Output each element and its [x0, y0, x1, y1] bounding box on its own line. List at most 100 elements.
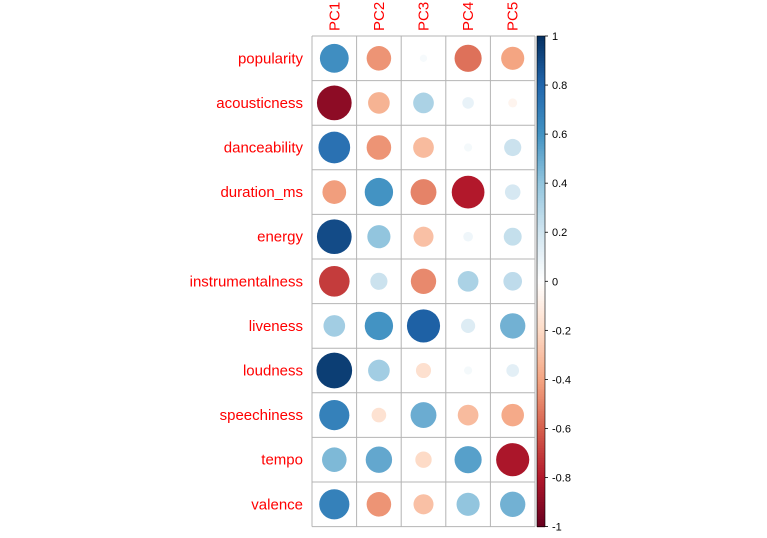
colorbar-segment	[537, 222, 545, 226]
colorbar-segment	[537, 276, 545, 280]
column-label: PC3	[416, 2, 433, 31]
circle-popularity-PC4	[454, 44, 482, 72]
colorbar-segment	[537, 381, 545, 385]
colorbar-segment	[537, 146, 545, 150]
colorbar-segment	[537, 124, 545, 128]
colorbar-segment	[537, 389, 545, 393]
colorbar-segment	[537, 134, 545, 138]
colorbar-segment	[537, 296, 545, 300]
colorbar-segment	[537, 156, 545, 160]
circle-valence-PC3	[413, 494, 434, 515]
colorbar-segment	[537, 489, 545, 493]
colorbar-segment	[537, 104, 545, 108]
colorbar-segment	[537, 112, 545, 116]
colorbar-segment	[537, 342, 545, 346]
circle-duration_ms-PC1	[322, 180, 347, 204]
colorbar-segment	[537, 224, 545, 228]
colorbar-segment	[537, 82, 545, 86]
circle-valence-PC1	[319, 489, 350, 520]
circle-acousticness-PC1	[316, 85, 352, 121]
colorbar-segment	[537, 87, 545, 91]
correlation-circles	[316, 43, 530, 520]
colorbar-segment	[537, 219, 545, 224]
colorbar-segment	[537, 325, 545, 329]
colorbar-segment	[537, 72, 545, 76]
colorbar-segment	[537, 445, 545, 449]
column-label: PC4	[460, 2, 477, 31]
circle-instrumentalness-PC1	[318, 265, 350, 297]
circle-acousticness-PC3	[413, 92, 434, 114]
colorbar-segment	[537, 423, 545, 427]
circle-instrumentalness-PC2	[370, 272, 388, 290]
colorbar-segment	[537, 421, 545, 425]
row-label: valence	[251, 496, 303, 513]
colorbar-segment	[537, 269, 545, 273]
circle-duration_ms-PC2	[364, 177, 394, 207]
colorbar-tick-label: 0.8	[552, 80, 567, 92]
circle-popularity-PC5	[501, 46, 525, 70]
colorbar-tick-label: -0.6	[552, 423, 571, 435]
colorbar-segment	[537, 308, 545, 312]
colorbar-segment	[537, 153, 545, 157]
colorbar-segment	[537, 48, 545, 52]
colorbar-segment	[537, 413, 545, 417]
colorbar-segment	[537, 369, 545, 373]
colorbar-tick-label: -0.8	[552, 473, 571, 485]
colorbar-segment	[537, 323, 545, 327]
row-label: duration_ms	[220, 184, 303, 201]
colorbar-segment	[537, 509, 545, 513]
colorbar-segment	[537, 438, 545, 442]
colorbar-segment	[537, 519, 545, 523]
colorbar-segment	[537, 352, 545, 356]
colorbar-segment	[537, 332, 545, 336]
colorbar-tick-label: -0.4	[552, 374, 571, 386]
colorbar-tick-label: 0.4	[552, 178, 567, 190]
colorbar-segment	[537, 45, 545, 49]
colorbar-segment	[537, 94, 545, 98]
colorbar-segment	[537, 372, 545, 376]
colorbar-segment	[537, 67, 545, 71]
colorbar-segment	[537, 315, 545, 319]
colorbar-segment	[537, 234, 545, 238]
column-labels: PC1 PC2 PC3 PC4 PC5	[326, 2, 521, 31]
colorbar-segment	[537, 337, 545, 341]
colorbar-segment	[537, 210, 545, 214]
colorbar-segment	[537, 121, 545, 125]
colorbar-segment	[537, 207, 545, 211]
colorbar-segment	[537, 215, 545, 219]
circle-speechiness-PC2	[371, 407, 387, 423]
colorbar-segment	[537, 239, 545, 243]
colorbar-segment	[537, 178, 545, 182]
colorbar-segment	[537, 36, 545, 40]
colorbar: 1 0.8 0.6 0.4 0.2 0 -0.2 -0.4 -0.6 -0.8 -1	[536, 31, 571, 534]
colorbar-segment	[537, 190, 545, 194]
colorbar-segment	[537, 494, 545, 498]
colorbar-segment	[537, 139, 545, 143]
colorbar-segment	[537, 426, 545, 430]
colorbar-segment	[537, 80, 545, 84]
colorbar-segment	[537, 310, 545, 314]
colorbar-segment	[537, 205, 545, 209]
colorbar-segment	[537, 129, 545, 133]
colorbar-segment	[537, 521, 545, 525]
colorbar-segment	[537, 40, 545, 44]
circle-liveness-PC1	[323, 315, 346, 337]
colorbar-segment	[537, 89, 545, 94]
colorbar-segment	[537, 298, 545, 302]
colorbar-segment	[537, 188, 545, 192]
row-label: danceability	[224, 140, 304, 157]
colorbar-segment	[537, 183, 545, 187]
circle-energy-PC1	[316, 219, 352, 255]
colorbar-segment	[537, 192, 545, 197]
row-label: tempo	[261, 452, 303, 469]
colorbar-segment	[537, 384, 545, 388]
colorbar-segment	[537, 347, 545, 351]
circle-liveness-PC4	[461, 318, 476, 333]
colorbar-segment	[537, 264, 545, 268]
colorbar-segment	[537, 418, 545, 422]
colorbar-segment	[537, 200, 545, 204]
colorbar-segment	[537, 256, 545, 260]
colorbar-segment	[537, 202, 545, 206]
colorbar-segment	[537, 416, 545, 420]
colorbar-segment	[537, 288, 545, 292]
